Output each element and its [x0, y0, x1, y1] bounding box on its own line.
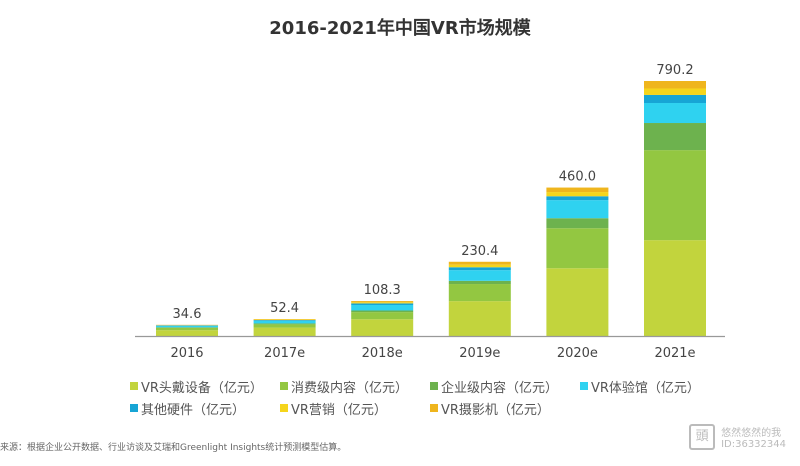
x-tick-label: 2020e [557, 346, 598, 361]
bar-segment [253, 320, 316, 321]
bar-segment [448, 270, 511, 281]
bar-segment [351, 305, 414, 311]
legend-label: VR摄影机（亿元） [441, 402, 550, 418]
x-tick-label: 2018e [362, 346, 403, 361]
bar-segment [644, 94, 706, 104]
legend-label: 消费级内容（亿元） [291, 380, 409, 396]
legend-label: 其他硬件（亿元） [141, 402, 246, 418]
legend-swatch [430, 382, 438, 390]
bar-segment [644, 103, 706, 124]
legend-label: 企业级内容（亿元） [441, 380, 559, 396]
bar-segment [253, 320, 316, 324]
x-tick-label: 2017e [264, 346, 305, 361]
bar-segment [156, 330, 218, 336]
bar-segment [351, 301, 414, 303]
total-label: 460.0 [559, 170, 596, 185]
legend-swatch [130, 404, 138, 412]
bar-segment [644, 123, 706, 151]
bar-segment [644, 81, 706, 89]
legend-swatch [430, 404, 438, 412]
x-tick-label: 2019e [459, 346, 500, 361]
bar-segment [644, 88, 706, 95]
bar-segment [546, 268, 609, 336]
total-label: 230.4 [461, 244, 498, 259]
x-tick-label: 2021e [654, 346, 695, 361]
legend-label: VR营销（亿元） [291, 402, 387, 418]
legend-swatch [130, 382, 138, 390]
bar-segment [156, 327, 218, 331]
bar-segment [351, 302, 414, 304]
legend-swatch [280, 404, 288, 412]
watermark-name: 悠然悠然的我 [721, 428, 782, 439]
bar-segment [253, 327, 316, 336]
bar-segment [351, 303, 414, 306]
bar-segment [644, 240, 706, 336]
legend-item: VR摄影机（亿元） [430, 399, 580, 418]
legend-label: VR头戴设备（亿元） [141, 380, 263, 396]
bar-segment [351, 312, 414, 320]
bar-segment [546, 228, 609, 269]
total-label: 52.4 [270, 301, 299, 316]
bar-segment [448, 280, 511, 285]
total-label: 790.2 [656, 63, 693, 78]
bar-segment [351, 310, 414, 313]
bar-segment [448, 264, 511, 268]
bar-segment [448, 301, 511, 336]
bar-segment [546, 187, 609, 193]
watermark: 頭 悠然悠然的我 ID:36332344 [689, 424, 786, 450]
bar-segment [253, 323, 316, 325]
legend-label: VR体验馆（亿元） [591, 380, 700, 396]
legend-item: VR头戴设备（亿元） [130, 377, 280, 396]
bar-segment [448, 261, 511, 265]
bar-segment [156, 327, 218, 328]
bar-segment [448, 267, 511, 271]
legend-swatch [580, 382, 588, 390]
total-label: 34.6 [173, 307, 202, 322]
chart-title: 2016-2021年中国VR市场规模 [269, 18, 531, 39]
bar-segment [546, 196, 609, 201]
bar-segment [644, 150, 706, 241]
bar-segment [448, 284, 511, 302]
legend-item: VR营销（亿元） [280, 399, 430, 418]
watermark-logo-icon: 頭 [689, 424, 716, 450]
bar-segment [546, 218, 609, 229]
watermark-id: ID:36332344 [721, 439, 786, 450]
source-note: 来源：根据企业公开数据、行业访谈及艾瑞和Greenlight Insights统… [0, 443, 347, 453]
bar-segment [156, 325, 218, 328]
legend-item: 消费级内容（亿元） [280, 377, 430, 396]
legend-item: 企业级内容（亿元） [430, 377, 580, 396]
legend-item: VR体验馆（亿元） [580, 377, 730, 396]
legend-item: 其他硬件（亿元） [130, 399, 280, 418]
bar-segment [351, 319, 414, 336]
legend-swatch [280, 382, 288, 390]
bar-segment [253, 324, 316, 328]
bar-segment [546, 192, 609, 197]
x-tick-label: 2016 [170, 346, 203, 361]
total-label: 108.3 [364, 283, 401, 298]
legend: VR头戴设备（亿元） 消费级内容（亿元） 企业级内容（亿元） VR体验馆（亿元） 其他… [130, 375, 750, 419]
bar-segment [546, 200, 609, 219]
